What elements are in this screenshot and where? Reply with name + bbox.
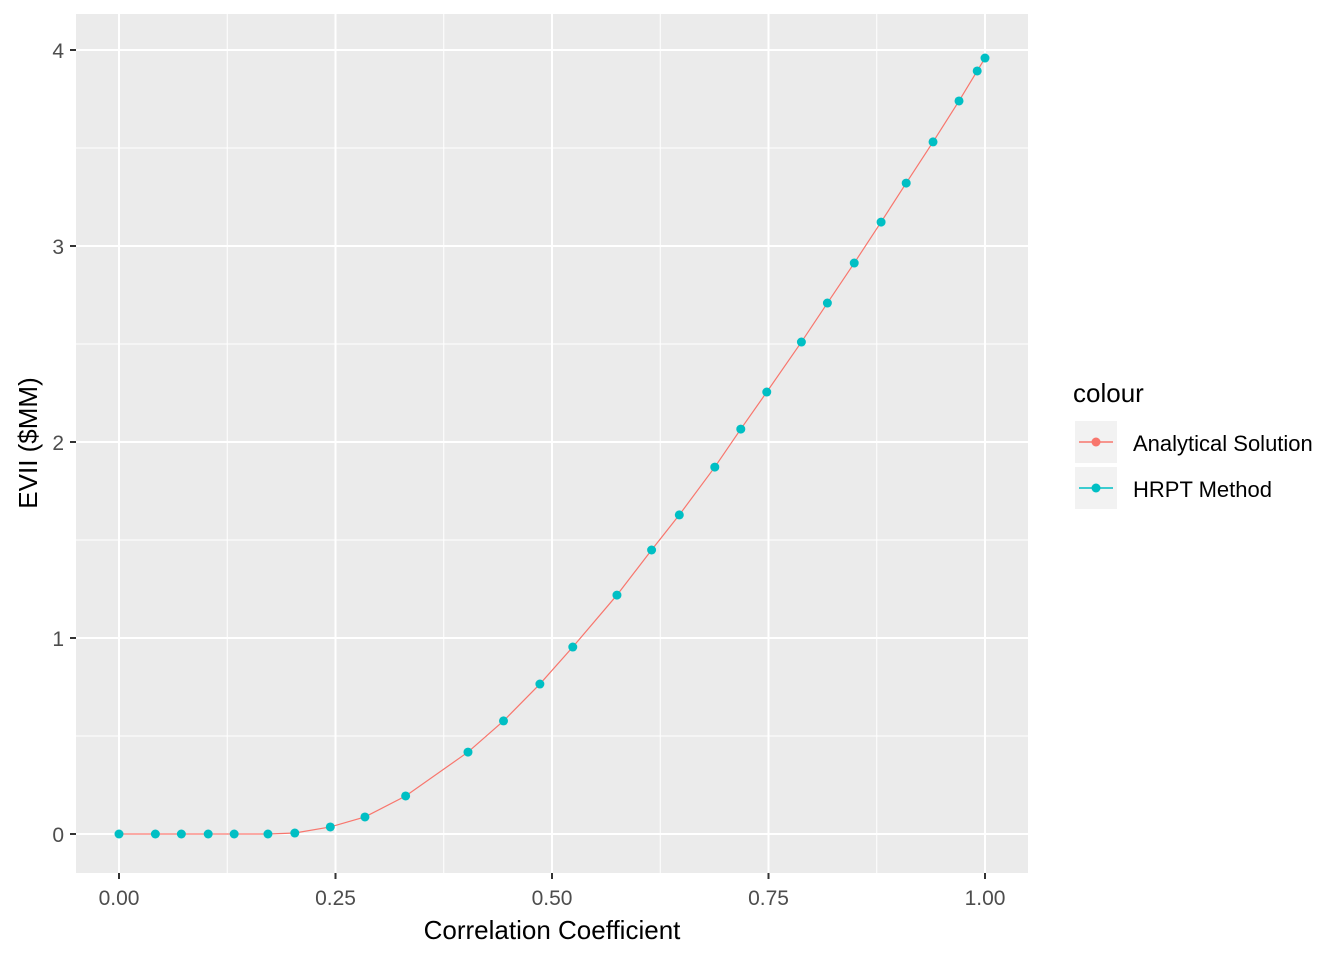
- data-point-hrpt-method: [203, 829, 213, 839]
- y-tick-label: 1: [52, 628, 64, 651]
- x-tick-label: 0.75: [748, 887, 789, 910]
- data-point-hrpt-method: [150, 829, 160, 839]
- legend-title: colour: [1073, 378, 1144, 408]
- data-point-hrpt-method: [290, 828, 300, 838]
- data-point-hrpt-method: [325, 822, 335, 832]
- y-tick-label: 2: [52, 432, 64, 455]
- grid: [76, 14, 1028, 873]
- data-point-hrpt-method: [114, 829, 124, 839]
- y-axis-label: EVII ($MM): [13, 377, 43, 508]
- data-point-hrpt-method: [647, 545, 657, 555]
- data-point-hrpt-method: [901, 178, 911, 188]
- x-tick-label: 0.25: [315, 887, 356, 910]
- data-point-hrpt-method: [535, 679, 545, 689]
- marks: [114, 53, 990, 839]
- legend-label: HRPT Method: [1133, 477, 1272, 502]
- data-point-hrpt-method: [796, 337, 806, 347]
- legend: colour Analytical Solution HRPT Method: [1073, 378, 1313, 509]
- data-point-hrpt-method: [954, 96, 964, 106]
- y-tick-label: 3: [52, 236, 64, 259]
- x-axis-label: Correlation Coefficient: [424, 915, 682, 945]
- data-point-hrpt-method: [568, 642, 578, 652]
- data-point-hrpt-method: [229, 829, 239, 839]
- legend-label: Analytical Solution: [1133, 431, 1313, 456]
- data-point-hrpt-method: [980, 53, 990, 63]
- axes: 0.00 0.25 0.50 0.75 1.00 0 1 2 3 4: [52, 40, 1005, 910]
- data-point-hrpt-method: [401, 791, 411, 801]
- y-tick-label: 4: [52, 40, 64, 63]
- data-point-hrpt-method: [674, 510, 684, 520]
- data-point-hrpt-method: [849, 258, 859, 268]
- data-point-hrpt-method: [360, 812, 370, 822]
- data-point-hrpt-method: [263, 829, 273, 839]
- data-point-hrpt-method: [928, 137, 938, 147]
- data-point-hrpt-method: [499, 716, 509, 726]
- data-point-hrpt-method: [876, 217, 886, 227]
- data-point-hrpt-method: [736, 424, 746, 434]
- x-tick-label: 0.50: [532, 887, 573, 910]
- data-point-hrpt-method: [762, 387, 772, 397]
- data-point-hrpt-method: [612, 590, 622, 600]
- legend-key-point: [1091, 437, 1101, 447]
- data-point-hrpt-method: [463, 747, 473, 757]
- data-point-hrpt-method: [710, 462, 720, 472]
- x-tick-label: 0.00: [99, 887, 140, 910]
- data-point-hrpt-method: [822, 298, 832, 308]
- data-point-hrpt-method: [972, 66, 982, 76]
- data-point-hrpt-method: [176, 829, 186, 839]
- legend-key-point: [1091, 483, 1101, 493]
- y-tick-label: 0: [52, 824, 64, 847]
- x-tick-label: 1.00: [965, 887, 1006, 910]
